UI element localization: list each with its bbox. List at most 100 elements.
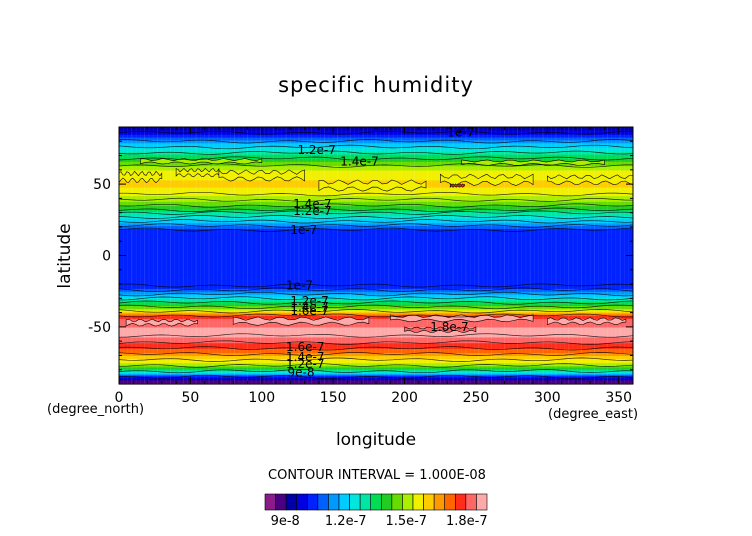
humidity-band	[119, 371, 633, 374]
humidity-band	[119, 129, 633, 132]
colorbar-swatch	[317, 493, 329, 511]
humidity-band	[119, 331, 633, 334]
contour-line	[118, 369, 634, 374]
humidity-band	[119, 201, 633, 204]
contour-label: 1e-7	[447, 126, 474, 140]
humidity-band	[119, 228, 633, 231]
humidity-band	[119, 314, 633, 317]
humidity-band	[119, 186, 633, 189]
humidity-band	[119, 202, 633, 205]
contour-label: 1.6e-7	[286, 340, 324, 354]
humidity-band	[119, 234, 633, 237]
colorbar-swatch	[454, 493, 467, 511]
humidity-band	[119, 252, 633, 255]
contour-line	[118, 207, 634, 213]
humidity-band	[119, 308, 633, 311]
humidity-band	[119, 199, 633, 202]
humidity-band	[119, 261, 633, 264]
humidity-band	[119, 284, 633, 287]
humidity-band	[119, 224, 633, 227]
humidity-band	[119, 135, 633, 138]
humidity-band	[119, 151, 633, 154]
humidity-band	[119, 292, 633, 295]
humidity-band	[119, 279, 633, 282]
contour-label: 1.4e-7	[286, 350, 324, 364]
humidity-band	[119, 368, 633, 371]
x-tick-label: 200	[391, 390, 418, 406]
humidity-band	[119, 226, 633, 229]
x-tick-label: 150	[320, 390, 347, 406]
humidity-band	[119, 344, 633, 347]
humidity-band	[119, 219, 633, 222]
contour-label: 1.2e-7	[286, 357, 324, 371]
humidity-band	[119, 296, 633, 299]
humidity-band	[119, 216, 633, 219]
contour-line	[119, 191, 634, 197]
humidity-cell	[547, 317, 627, 326]
contour-label: 9e-8	[287, 366, 314, 380]
humidity-band	[119, 372, 633, 375]
humidity-cell	[318, 179, 427, 192]
humidity-band	[119, 266, 633, 269]
humidity-band	[119, 244, 633, 247]
humidity-band	[119, 268, 633, 271]
humidity-band	[119, 262, 633, 265]
x-axis-label: longitude	[336, 430, 416, 450]
humidity-band	[119, 324, 633, 327]
humidity-band	[119, 188, 633, 191]
colorbar-swatch	[433, 493, 446, 511]
humidity-band	[119, 374, 633, 377]
colorbar-swatch	[359, 493, 372, 511]
contour-line	[118, 163, 633, 168]
humidity-band	[119, 232, 633, 235]
colorbar	[264, 493, 488, 511]
humidity-band	[119, 301, 633, 304]
humidity-cell	[125, 318, 198, 327]
humidity-band	[119, 346, 633, 349]
contour-label: 1.2e-7	[293, 204, 331, 218]
humidity-band	[119, 231, 633, 234]
y-unit-label: (degree_north)	[47, 402, 144, 417]
contour-line	[118, 304, 634, 310]
humidity-band	[119, 326, 633, 329]
humidity-band	[119, 222, 633, 225]
humidity-band	[119, 141, 633, 144]
humidity-band	[119, 139, 633, 142]
colorbar-swatch	[264, 493, 276, 511]
humidity-band	[119, 294, 633, 297]
humidity-band	[119, 205, 633, 208]
x-tick-label: 50	[181, 390, 199, 406]
y-tick-label: 50	[93, 177, 111, 193]
humidity-band	[119, 265, 633, 268]
humidity-band	[119, 291, 633, 294]
humidity-band	[119, 174, 633, 177]
humidity-band	[119, 159, 633, 162]
humidity-band	[119, 171, 633, 174]
humidity-band	[119, 209, 633, 212]
chart-title: specific humidity	[278, 73, 474, 97]
humidity-band	[119, 241, 633, 244]
humidity-band	[119, 348, 633, 351]
contour-label: 1e-7	[290, 223, 317, 237]
contour-line	[118, 144, 634, 150]
humidity-band	[119, 299, 633, 302]
humidity-band	[119, 358, 633, 361]
humidity-band	[119, 196, 633, 199]
humidity-band	[119, 345, 633, 348]
colorbar-tick-label: 1.8e-7	[446, 514, 488, 529]
humidity-band	[119, 149, 633, 152]
humidity-cell	[404, 326, 477, 333]
humidity-band	[119, 305, 633, 308]
contour-label: 1.4e-7	[290, 300, 328, 314]
humidity-band	[119, 214, 633, 217]
humidity-cell	[461, 159, 605, 166]
humidity-band	[119, 194, 633, 197]
humidity-band	[119, 282, 633, 285]
colorbar-tick-labels: 9e-8 1.2e-7 1.5e-7 1.8e-7	[271, 514, 488, 529]
humidity-band	[119, 264, 633, 267]
contour-line	[118, 300, 634, 305]
humidity-cell	[449, 183, 465, 188]
contour-lines	[118, 130, 634, 379]
contour-labels: 1e-71.2e-71.4e-71.4e-71.2e-71e-71e-71.2e…	[286, 126, 474, 380]
contour-line	[118, 296, 634, 301]
